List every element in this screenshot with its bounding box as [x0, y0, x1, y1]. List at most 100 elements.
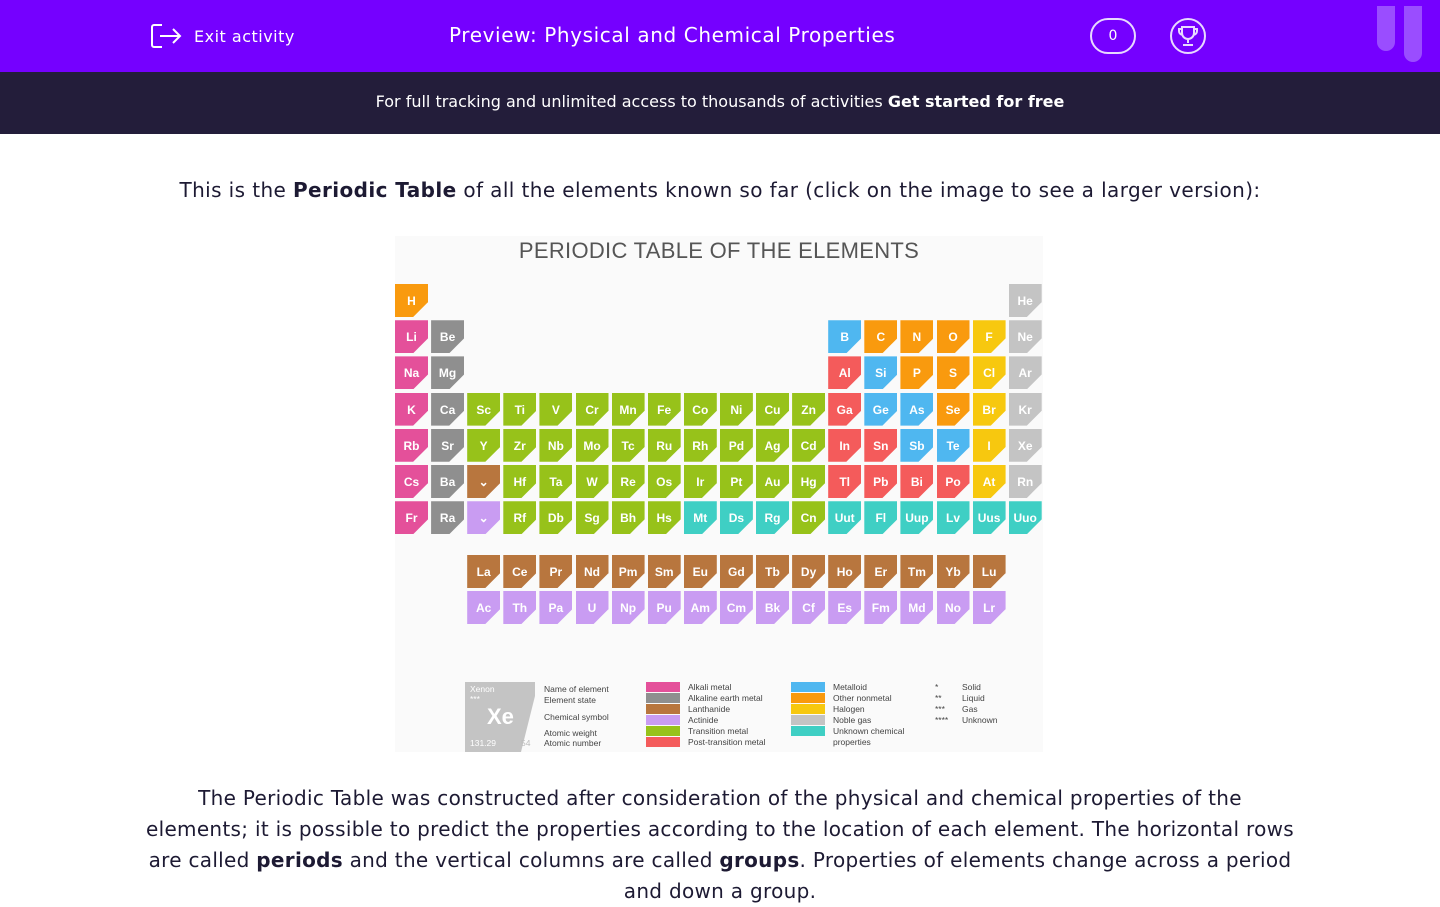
legend-label: Unknown chemical properties	[833, 726, 905, 747]
element-cell: Sm	[647, 555, 681, 588]
legend-label: Atomic weight	[544, 728, 597, 738]
element-cell: Os	[647, 465, 681, 498]
legend-label: **	[935, 693, 942, 703]
element-cell: S	[936, 356, 970, 390]
element-cell: Uup	[900, 501, 934, 535]
element-cell: Es	[828, 591, 862, 624]
element-cell: Nd	[575, 555, 609, 588]
legend-label: Element state	[544, 695, 596, 705]
legend-label: ***	[935, 704, 945, 714]
exit-icon	[151, 24, 182, 48]
element-cell: Bi	[900, 465, 934, 498]
element-cell: Lu	[972, 555, 1006, 588]
legend-label: ****	[935, 715, 949, 725]
element-cell: Ac	[467, 591, 501, 624]
exit-activity-button[interactable]: Exit activity	[150, 22, 295, 50]
element-cell: Se	[936, 392, 970, 426]
element-cell: Db	[539, 501, 573, 535]
legend-swatch	[646, 726, 680, 736]
legend-label: Solid	[962, 682, 981, 692]
element-cell: Ir	[683, 465, 717, 498]
element-cell: I	[972, 428, 1006, 462]
element-cell: Po	[936, 465, 970, 498]
bold-term: periods	[256, 848, 343, 872]
element-cell: Lr	[972, 591, 1006, 624]
element-cell: At	[972, 465, 1006, 498]
element-cell: Co	[683, 392, 717, 426]
element-cell: Xe	[1008, 428, 1042, 462]
element-cell: Kr	[1008, 392, 1042, 426]
element-cell: Ti	[503, 392, 537, 426]
legend-swatch	[646, 715, 680, 725]
element-cell: Pu	[647, 591, 681, 624]
legend-label: Atomic number	[544, 738, 602, 748]
element-cell: He	[1008, 284, 1042, 317]
legend-label: Unknown	[962, 715, 998, 725]
element-cell: Sg	[575, 501, 609, 535]
element-cell: Cu	[756, 392, 789, 426]
element-cell: Ar	[1008, 356, 1042, 390]
element-cell: Ba	[431, 465, 465, 498]
element-cell: Pd	[719, 428, 753, 462]
intro-pre: This is the	[179, 178, 293, 202]
element-cell: Ga	[828, 392, 862, 426]
element-cell: Fe	[647, 392, 681, 426]
legend-label: Chemical symbol	[544, 712, 609, 722]
signup-banner: For full tracking and unlimited access t…	[0, 72, 1440, 134]
element-cell: Mt	[683, 501, 717, 535]
element-cell: Uus	[972, 501, 1006, 535]
element-cell: Cm	[719, 591, 753, 624]
legend-label: Other nonmetal	[833, 693, 892, 703]
element-cell: C	[864, 320, 898, 354]
legend-label: Transition metal	[688, 726, 749, 736]
legend-label: Halogen	[833, 704, 865, 714]
periodic-table-image[interactable]: PERIODIC TABLE OF THE ELEMENTS H He Li Be B C…	[395, 236, 1043, 752]
element-cell: Sr	[431, 428, 465, 462]
element-cell: Al	[828, 356, 862, 390]
element-cell: Tb	[756, 555, 789, 588]
legend-label: Alkali metal	[688, 682, 732, 692]
exit-label: Exit activity	[194, 26, 295, 46]
legend-label: Gas	[962, 704, 978, 714]
element-cell: Yb	[936, 555, 970, 588]
element-cell: Fr	[395, 501, 428, 535]
element-cell: H	[395, 284, 428, 317]
legend-swatch	[646, 682, 680, 692]
element-cell: Li	[395, 320, 428, 354]
element-cell: Ne	[1008, 320, 1042, 354]
legend-label: Xe	[487, 704, 514, 729]
legend-label: 54	[521, 738, 531, 748]
legend-label: Post-transition metal	[688, 737, 766, 747]
legend-swatch	[646, 693, 680, 703]
element-cell: W	[575, 465, 609, 498]
legend-label: 131.29	[470, 738, 496, 748]
legend-swatch	[791, 715, 825, 725]
element-cell: Nb	[539, 428, 573, 462]
trophy-button[interactable]	[1170, 18, 1206, 54]
test-tube-icon	[1404, 6, 1422, 62]
intro-post: of all the elements known so far (click …	[456, 178, 1261, 202]
get-started-link[interactable]: Get started for free	[887, 92, 1065, 111]
element-cell: Rf	[503, 501, 537, 535]
legend-label: Lanthanide	[688, 704, 731, 714]
test-tube-icon	[1377, 6, 1395, 51]
legend-swatch	[791, 726, 825, 736]
legend-label: *	[935, 682, 939, 692]
element-cell: Ra	[431, 501, 465, 535]
element-cell: Tm	[900, 555, 934, 588]
element-cell: La	[467, 555, 501, 588]
element-cell: Er	[864, 555, 898, 588]
element-cell: Uuo	[1008, 501, 1042, 535]
periodic-table-title: PERIODIC TABLE OF THE ELEMENTS	[518, 238, 920, 263]
element-cell: Eu	[683, 555, 717, 588]
legend-label: Actinide	[688, 715, 719, 725]
element-cell: Ge	[864, 392, 898, 426]
element-cell: Si	[864, 356, 898, 390]
key-cell	[465, 682, 535, 752]
element-cell: Cr	[575, 392, 609, 426]
element-cell: Y	[467, 428, 501, 462]
score-badge: 0	[1090, 18, 1136, 54]
element-cell: Ni	[719, 392, 753, 426]
element-cell: P	[900, 356, 934, 390]
element-cell: Lv	[936, 501, 970, 535]
